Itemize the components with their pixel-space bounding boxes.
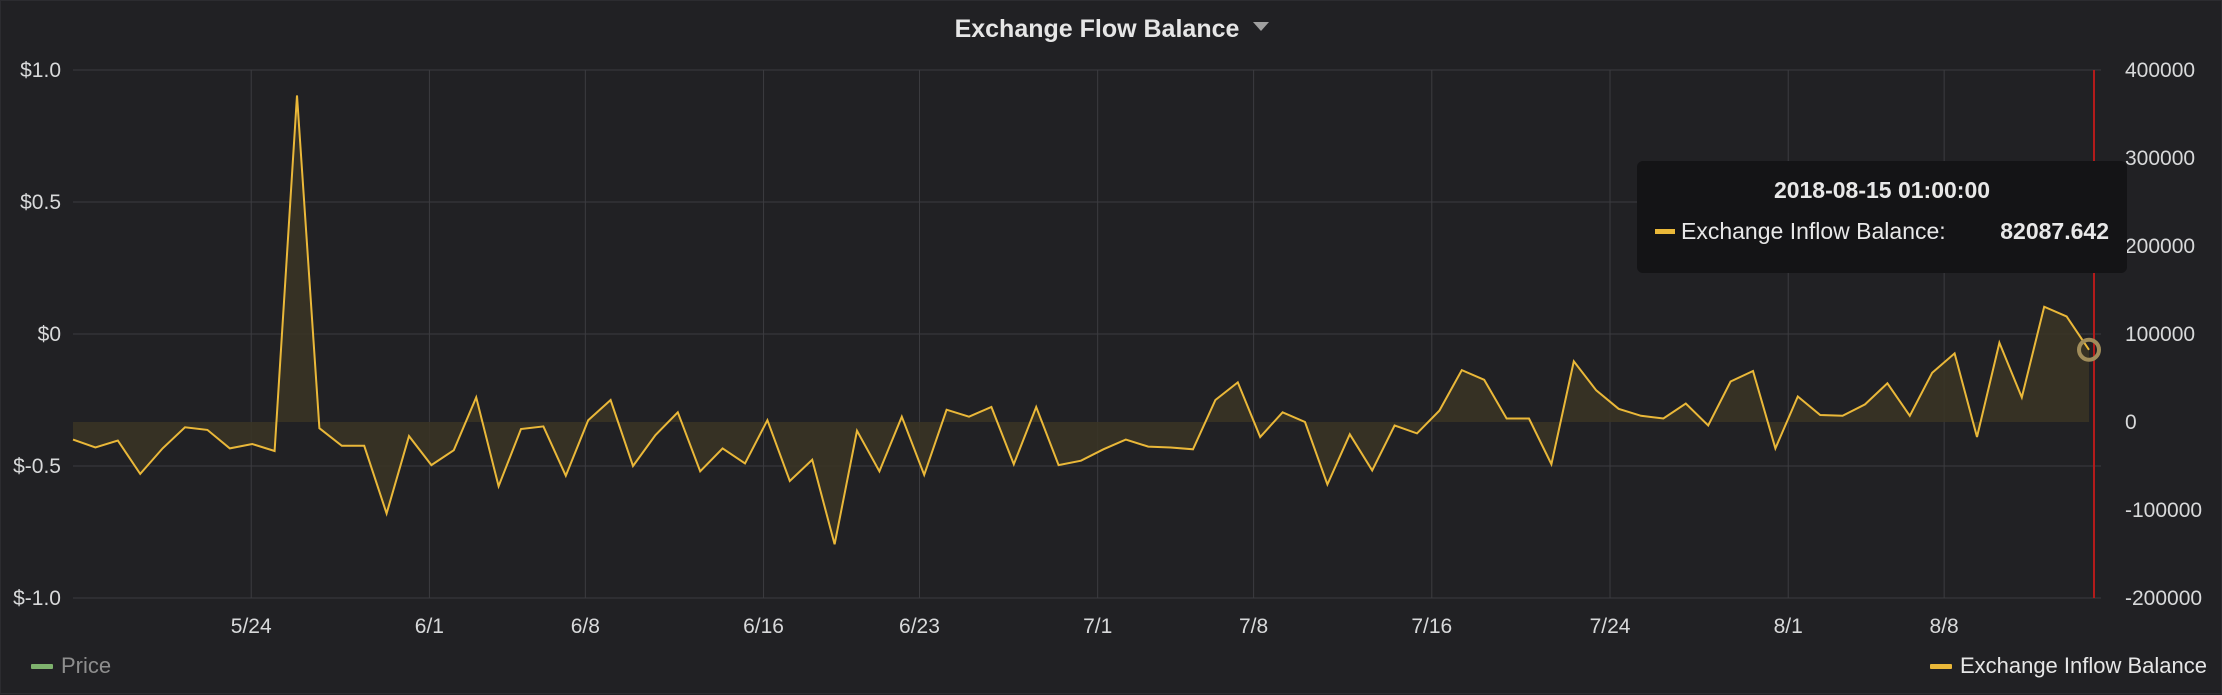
- left-y-tick-label: $1.0: [20, 59, 61, 82]
- legend-item-price[interactable]: Price: [31, 653, 111, 679]
- x-tick-label: 7/8: [1239, 615, 1268, 638]
- left-y-tick-label: $-0.5: [13, 455, 61, 478]
- left-y-axis: $1.0 $0.5 $0 $-0.5 $-1.0: [13, 59, 61, 610]
- legend-price-swatch: [31, 663, 53, 669]
- x-tick-label: 7/1: [1083, 615, 1112, 638]
- inflow-area-layer: [73, 95, 2089, 545]
- hover-point-marker: [2077, 337, 2101, 362]
- right-y-tick-label: -100000: [2125, 499, 2202, 522]
- x-tick-label: 5/24: [231, 615, 272, 638]
- x-axis: 5/24 6/1 6/8 6/16 6/23 7/1 7/8 7/16 7/24 8/1 8/8: [231, 615, 1959, 638]
- tooltip-series-row: Exchange Inflow Balance: 82087.642: [1655, 218, 2109, 245]
- legend-item-inflow[interactable]: Exchange Inflow Balance: [1929, 653, 2207, 679]
- x-tick-label: 6/1: [415, 615, 444, 638]
- panel-title-text[interactable]: Exchange Flow Balance: [954, 15, 1240, 43]
- right-y-tick-label: 300000: [2125, 147, 2195, 170]
- left-y-tick-label: $0.5: [20, 191, 61, 214]
- legend-inflow-swatch: [1929, 663, 1952, 669]
- chart-grid: [73, 69, 2101, 599]
- inflow-line: [72, 95, 2090, 545]
- panel-title[interactable]: Exchange Flow Balance: [1, 15, 2222, 44]
- left-y-tick-label: $0: [38, 323, 61, 346]
- right-y-axis: 400000 300000 200000 100000 0 -100000 -200000: [2125, 59, 2202, 610]
- legend-price-label[interactable]: Price: [61, 653, 112, 678]
- right-y-tick-label: 200000: [2125, 235, 2195, 258]
- x-tick-label: 6/16: [743, 615, 784, 638]
- right-y-tick-label: 0: [2125, 411, 2137, 434]
- x-tick-label: 7/16: [1411, 615, 1452, 638]
- tooltip-series-swatch: [1655, 229, 1675, 234]
- x-tick-label: 8/1: [1774, 615, 1803, 638]
- left-y-tick-label: $-1.0: [13, 587, 61, 610]
- tooltip-series-value: 82087.642: [2000, 218, 2109, 244]
- right-y-tick-label: -200000: [2125, 587, 2202, 610]
- hover-tooltip: 2018-08-15 01:00:00 Exchange Inflow Bala…: [1637, 161, 2127, 273]
- inflow-area: [73, 95, 2089, 545]
- right-y-tick-label: 100000: [2125, 323, 2195, 346]
- x-tick-label: 6/8: [571, 615, 600, 638]
- x-tick-label: 7/24: [1590, 615, 1631, 638]
- x-tick-label: 8/8: [1930, 615, 1959, 638]
- x-tick-label: 6/23: [899, 615, 940, 638]
- tooltip-series-label: Exchange Inflow Balance:: [1681, 218, 1946, 244]
- legend-inflow-label[interactable]: Exchange Inflow Balance: [1959, 653, 2207, 678]
- hover-cursor-layer: [2077, 70, 2101, 598]
- inflow-line-layer: [72, 95, 2090, 545]
- tooltip-time: 2018-08-15 01:00:00: [1773, 177, 1991, 203]
- right-y-tick-label: 400000: [2125, 59, 2195, 82]
- chevron-down-icon[interactable]: [1253, 21, 1270, 31]
